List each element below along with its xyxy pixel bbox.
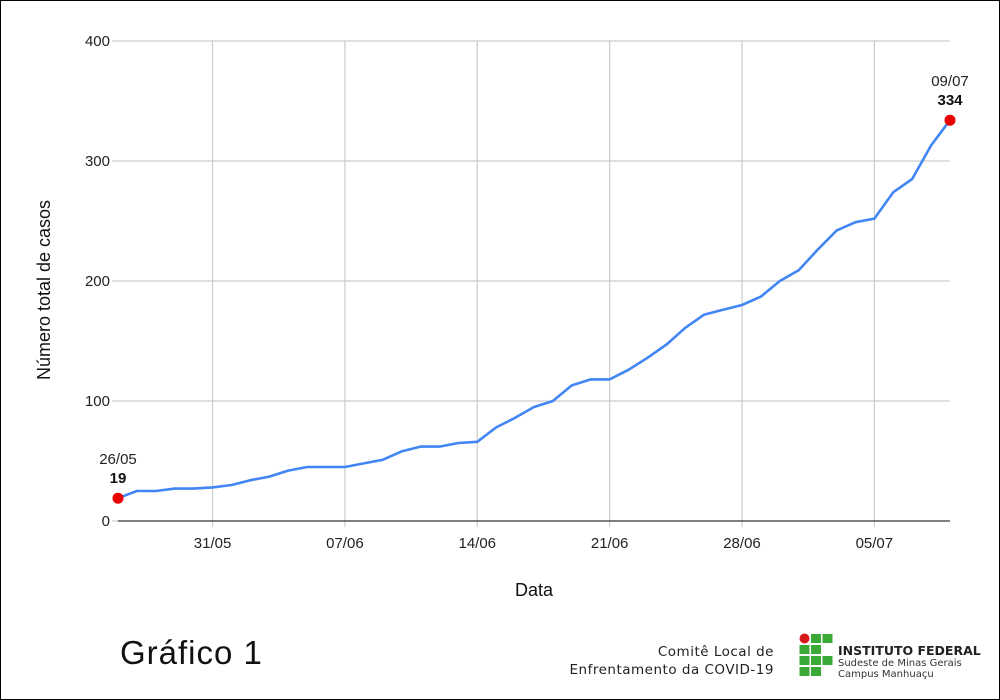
annotation-value: 334 xyxy=(937,92,963,109)
x-tick-label: 05/07 xyxy=(856,535,894,552)
y-axis-ticks: 0 100 200 300 400 xyxy=(85,33,110,530)
series-line xyxy=(117,119,952,500)
y-tick-label: 300 xyxy=(85,153,110,170)
y-tick-label: 400 xyxy=(85,33,110,50)
x-axis-label: Data xyxy=(515,580,554,600)
x-tick-label: 28/06 xyxy=(723,535,761,552)
committee-line-2: Enfrentamento da COVID-19 xyxy=(569,662,774,678)
y-tick-label: 200 xyxy=(85,273,110,290)
x-tick-label: 07/06 xyxy=(326,535,364,552)
x-axis-ticks: 31/05 07/06 14/06 21/06 28/06 05/07 xyxy=(194,535,893,552)
x-tick-label: 21/06 xyxy=(591,535,629,552)
annotation-date: 26/05 xyxy=(99,451,137,468)
figure-title: Gráfico 1 xyxy=(120,634,263,671)
committee-line-1: Comitê Local de xyxy=(657,644,774,660)
institution-name: INSTITUTO FEDERAL Sudeste de Minas Gerai… xyxy=(838,643,981,681)
x-tick-label: 31/05 xyxy=(194,535,232,552)
if-logo-icon xyxy=(799,633,833,676)
institution-title: INSTITUTO FEDERAL xyxy=(838,643,981,658)
institution-subtitle-2: Campus Manhuaçu xyxy=(838,669,934,680)
annotation-markers: 26/05 19 09/07 334 xyxy=(99,73,969,504)
annotation-date: 09/07 xyxy=(931,73,969,90)
y-tick-label: 0 xyxy=(102,513,110,530)
y-axis-label: Número total de casos xyxy=(34,200,54,380)
institution-subtitle-1: Sudeste de Minas Gerais xyxy=(838,658,962,669)
annotation-marker xyxy=(944,114,956,126)
x-tick-label: 14/06 xyxy=(458,535,496,552)
committee-credit: Comitê Local de Enfrentamento da COVID-1… xyxy=(570,643,775,679)
annotation-value: 19 xyxy=(110,470,127,487)
y-tick-label: 100 xyxy=(85,393,110,410)
annotation-marker xyxy=(112,492,124,504)
grid xyxy=(112,40,950,527)
